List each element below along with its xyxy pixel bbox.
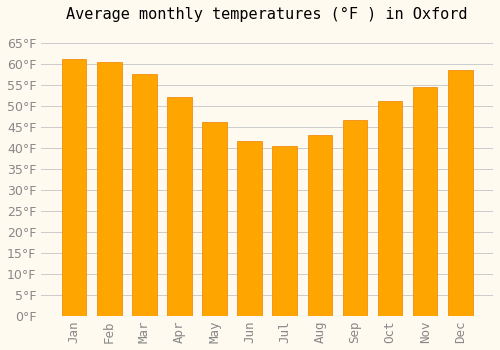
- Bar: [132, 74, 156, 316]
- Bar: [342, 120, 367, 316]
- Bar: [202, 122, 227, 316]
- Title: Average monthly temperatures (°F ) in Oxford: Average monthly temperatures (°F ) in Ox…: [66, 7, 468, 22]
- Bar: [378, 102, 402, 316]
- Bar: [413, 87, 438, 316]
- Bar: [238, 141, 262, 316]
- Bar: [448, 70, 472, 316]
- Bar: [308, 135, 332, 316]
- Bar: [272, 146, 297, 316]
- Bar: [167, 97, 192, 316]
- Bar: [97, 62, 122, 316]
- Bar: [62, 60, 86, 316]
